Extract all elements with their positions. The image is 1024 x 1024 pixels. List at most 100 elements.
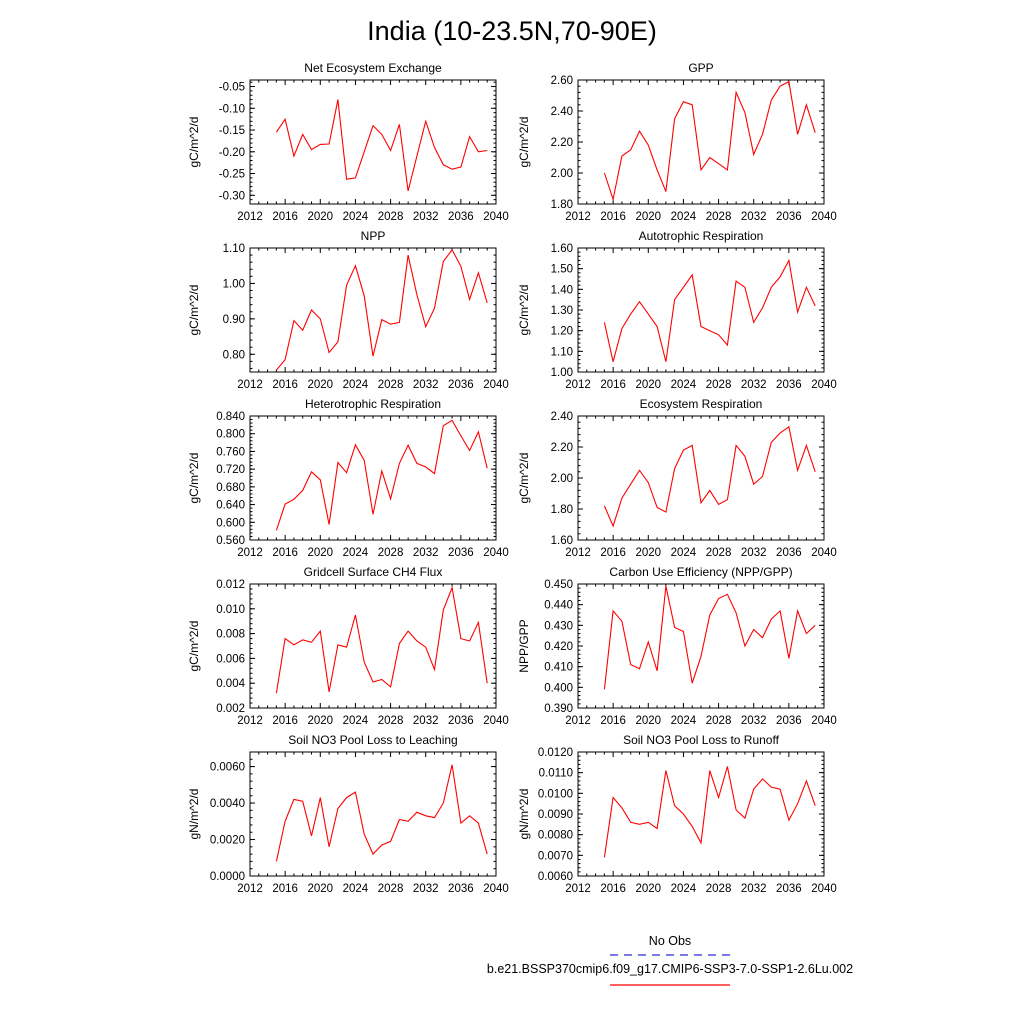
y-tick-label: 2.60 [551, 75, 573, 87]
y-tick-label: 1.30 [551, 305, 573, 317]
y-tick-label: 0.004 [216, 678, 245, 690]
y-axis-label: gC/m^2/d [187, 285, 201, 336]
x-tick-label: 2032 [413, 379, 439, 391]
x-tick-label: 2020 [635, 547, 661, 559]
x-tick-label: 2020 [635, 211, 661, 223]
y-axis-label: gN/m^2/d [517, 789, 531, 840]
x-tick-label: 2012 [237, 379, 263, 391]
y-axis-label: NPP/GPP [517, 619, 531, 672]
y-axis-label: gC/m^2/d [187, 621, 201, 672]
x-tick-label: 2032 [741, 379, 767, 391]
x-tick-label: 2016 [272, 883, 298, 895]
y-tick-label: 0.800 [216, 429, 245, 441]
panel-title: Soil NO3 Pool Loss to Runoff [623, 733, 780, 747]
y-tick-label: 2.00 [551, 168, 573, 180]
panel-title: NPP [361, 229, 386, 243]
x-tick-label: 2012 [237, 547, 263, 559]
x-tick-label: 2040 [811, 883, 837, 895]
x-tick-label: 2040 [483, 211, 509, 223]
chart-panel: Soil NO3 Pool Loss to Leaching 2012 2016 20… [187, 733, 509, 895]
x-tick-label: 2028 [378, 547, 404, 559]
x-tick-label: 2012 [237, 715, 263, 727]
panel-title: GPP [688, 61, 713, 75]
y-axis-label: gC/m^2/d [187, 117, 201, 168]
x-tick-label: 2012 [565, 379, 591, 391]
x-tick-label: 2040 [483, 379, 509, 391]
y-tick-label: 0.720 [216, 464, 245, 476]
x-tick-label: 2020 [307, 883, 333, 895]
legend-label-model-run: b.e21.BSSP370cmip6.f09_g17.CMIP6-SSP3-7.… [487, 962, 853, 976]
x-tick-label: 2020 [635, 379, 661, 391]
y-tick-label: 0.640 [216, 500, 245, 512]
y-tick-label: 2.20 [551, 137, 573, 149]
x-tick-label: 2024 [343, 883, 369, 895]
x-tick-label: 2016 [600, 379, 626, 391]
x-tick-label: 2036 [448, 715, 474, 727]
x-tick-label: 2028 [706, 547, 732, 559]
y-tick-label: 0.560 [216, 535, 245, 547]
y-tick-label: 0.90 [223, 314, 245, 326]
x-tick-label: 2040 [483, 715, 509, 727]
y-tick-label: 1.20 [551, 326, 573, 338]
x-tick-label: 2028 [706, 379, 732, 391]
x-tick-label: 2040 [811, 715, 837, 727]
y-tick-label: 0.420 [544, 641, 573, 653]
y-tick-label: 0.0110 [539, 768, 573, 780]
y-tick-label: 1.10 [551, 346, 573, 358]
x-tick-label: 2024 [671, 883, 697, 895]
x-tick-label: 2028 [378, 211, 404, 223]
y-tick-label: 2.20 [551, 442, 573, 454]
series-line [275, 764, 488, 862]
x-tick-label: 2020 [307, 379, 333, 391]
series-line [603, 425, 816, 528]
y-tick-label: 0.0100 [538, 788, 573, 800]
x-tick-label: 2036 [776, 211, 802, 223]
series-line [603, 80, 816, 202]
y-tick-label: 0.410 [544, 662, 573, 674]
y-tick-label: 1.00 [551, 367, 573, 379]
y-tick-label: 2.00 [551, 473, 573, 485]
y-tick-label: 1.80 [551, 504, 573, 516]
chart-panel: NPP 2012 2016 2020 2024 2028 2032 2036 2040 0.80 0… [187, 229, 509, 391]
y-tick-label: -0.15 [219, 125, 245, 137]
x-tick-label: 2012 [565, 547, 591, 559]
x-tick-label: 2032 [741, 211, 767, 223]
x-tick-label: 2024 [671, 715, 697, 727]
x-tick-label: 2024 [343, 379, 369, 391]
x-tick-label: 2032 [413, 715, 439, 727]
x-tick-label: 2012 [565, 883, 591, 895]
x-tick-label: 2040 [483, 883, 509, 895]
y-tick-label: 0.008 [216, 629, 245, 641]
y-tick-label: 0.390 [544, 703, 573, 715]
x-tick-label: 2040 [483, 547, 509, 559]
x-tick-label: 2020 [307, 715, 333, 727]
x-tick-label: 2016 [272, 715, 298, 727]
y-tick-label: 1.60 [551, 243, 573, 255]
x-tick-label: 2016 [600, 715, 626, 727]
y-axis-label: gN/m^2/d [187, 789, 201, 840]
y-tick-label: 0.0000 [210, 871, 245, 883]
panel-title: Carbon Use Efficiency (NPP/GPP) [609, 565, 792, 579]
panel-title: Heterotrophic Respiration [305, 397, 441, 411]
panel-title: Soil NO3 Pool Loss to Leaching [288, 733, 457, 747]
series-line [275, 99, 488, 192]
y-tick-label: 0.840 [216, 411, 245, 423]
x-tick-label: 2024 [671, 211, 697, 223]
x-tick-label: 2016 [600, 547, 626, 559]
x-tick-label: 2032 [741, 883, 767, 895]
plot-frame [249, 79, 497, 205]
y-tick-label: 2.40 [551, 411, 573, 423]
series-line [275, 585, 488, 694]
y-tick-label: 0.680 [216, 482, 245, 494]
y-axis-label: gC/m^2/d [517, 117, 531, 168]
x-tick-label: 2012 [565, 211, 591, 223]
x-tick-label: 2028 [706, 715, 732, 727]
chart-panel: Autotrophic Respiration 2012 2016 2020 2024 2… [517, 229, 837, 391]
x-tick-label: 2032 [413, 883, 439, 895]
y-tick-label: -0.30 [219, 190, 245, 202]
y-tick-label: -0.20 [219, 147, 245, 159]
chart-panel: Gridcell Surface CH4 Flux 2012 2016 2020 202… [187, 565, 509, 727]
x-tick-label: 2020 [635, 883, 661, 895]
x-tick-label: 2032 [413, 211, 439, 223]
